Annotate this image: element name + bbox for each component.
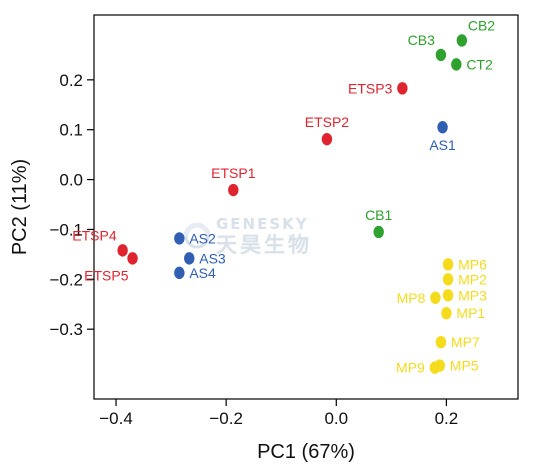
point-label-etsp5: ETSP5 xyxy=(84,267,129,283)
point-label-mp5: MP5 xyxy=(450,358,479,374)
point-label-cb2: CB2 xyxy=(468,17,495,33)
point-label-etsp2: ETSP2 xyxy=(305,114,350,130)
point-label-as3: AS3 xyxy=(199,250,226,266)
point-label-as4: AS4 xyxy=(189,265,216,281)
data-point-mp2 xyxy=(442,273,454,286)
point-label-cb1: CB1 xyxy=(365,207,392,223)
point-label-as2: AS2 xyxy=(189,230,216,246)
y-tick-label: 0.1 xyxy=(59,121,83,140)
y-tick-label: 0.0 xyxy=(59,171,83,190)
data-point-as4 xyxy=(174,266,185,280)
data-point-mp3 xyxy=(442,289,454,302)
data-point-cb2 xyxy=(456,34,468,47)
point-label-mp6: MP6 xyxy=(458,256,487,272)
x-tick-label: −0.4 xyxy=(99,409,133,428)
point-label-mp2: MP2 xyxy=(458,271,487,287)
point-label-mp3: MP3 xyxy=(458,287,487,303)
watermark-emblem xyxy=(183,222,211,249)
point-label-mp1: MP1 xyxy=(456,305,485,321)
data-point-etsp3 xyxy=(397,82,408,95)
data-point-etsp5 xyxy=(127,252,138,265)
point-label-etsp3: ETSP3 xyxy=(348,80,393,96)
point-label-as1: AS1 xyxy=(429,137,456,153)
y-axis: 0.2 0.1 0.0 −0.1 −0.2 −0.3 xyxy=(49,71,94,339)
plot-frame xyxy=(93,14,519,400)
data-point-etsp2 xyxy=(321,132,333,146)
y-tick-label: 0.2 xyxy=(59,71,83,90)
point-label-mp7: MP7 xyxy=(451,334,480,350)
data-point-cb1 xyxy=(373,225,384,239)
x-axis-title: PC1 (67%) xyxy=(257,441,355,463)
x-axis: −0.4 −0.2 0.0 0.2 xyxy=(99,399,458,428)
data-point-mp6 xyxy=(442,258,454,271)
y-axis-title: PC2 (11%) xyxy=(9,159,31,255)
data-point-mp8 xyxy=(430,291,441,304)
watermark-line2: 天昊生物 xyxy=(216,233,312,257)
y-tick-label: −0.1 xyxy=(49,220,83,239)
x-tick-label: 0.2 xyxy=(435,409,459,428)
point-label-mp9: MP9 xyxy=(396,360,425,376)
point-label-cb3: CB3 xyxy=(408,32,435,48)
data-point-mp7 xyxy=(435,335,447,349)
data-point-mp9 xyxy=(429,361,441,374)
watermark-logo: GENESKY 天昊生物 xyxy=(183,215,312,257)
data-point-etsp1 xyxy=(228,183,239,197)
data-point-as1 xyxy=(437,121,448,134)
x-tick-label: 0.0 xyxy=(324,409,348,428)
data-point-as2 xyxy=(174,232,185,245)
watermark-line1: GENESKY xyxy=(216,215,309,233)
data-point-cb3 xyxy=(435,48,447,62)
x-tick-label: −0.2 xyxy=(209,409,243,428)
data-point-as3 xyxy=(184,252,195,265)
point-label-etsp4: ETSP4 xyxy=(72,227,117,243)
data-point-mp1 xyxy=(441,307,452,320)
point-label-ct2: CT2 xyxy=(466,56,493,72)
data-points: CB2 CB3 CT2 ETSP3 ETSP2 AS1 ETSP1 CB1 ETSP4 ETSP5… xyxy=(72,17,495,375)
data-point-etsp4 xyxy=(117,244,128,257)
point-label-etsp1: ETSP1 xyxy=(211,165,256,181)
y-tick-label: −0.2 xyxy=(49,270,83,289)
y-tick-label: −0.3 xyxy=(49,320,83,339)
data-point-ct2 xyxy=(451,58,462,71)
point-label-mp8: MP8 xyxy=(397,290,426,306)
